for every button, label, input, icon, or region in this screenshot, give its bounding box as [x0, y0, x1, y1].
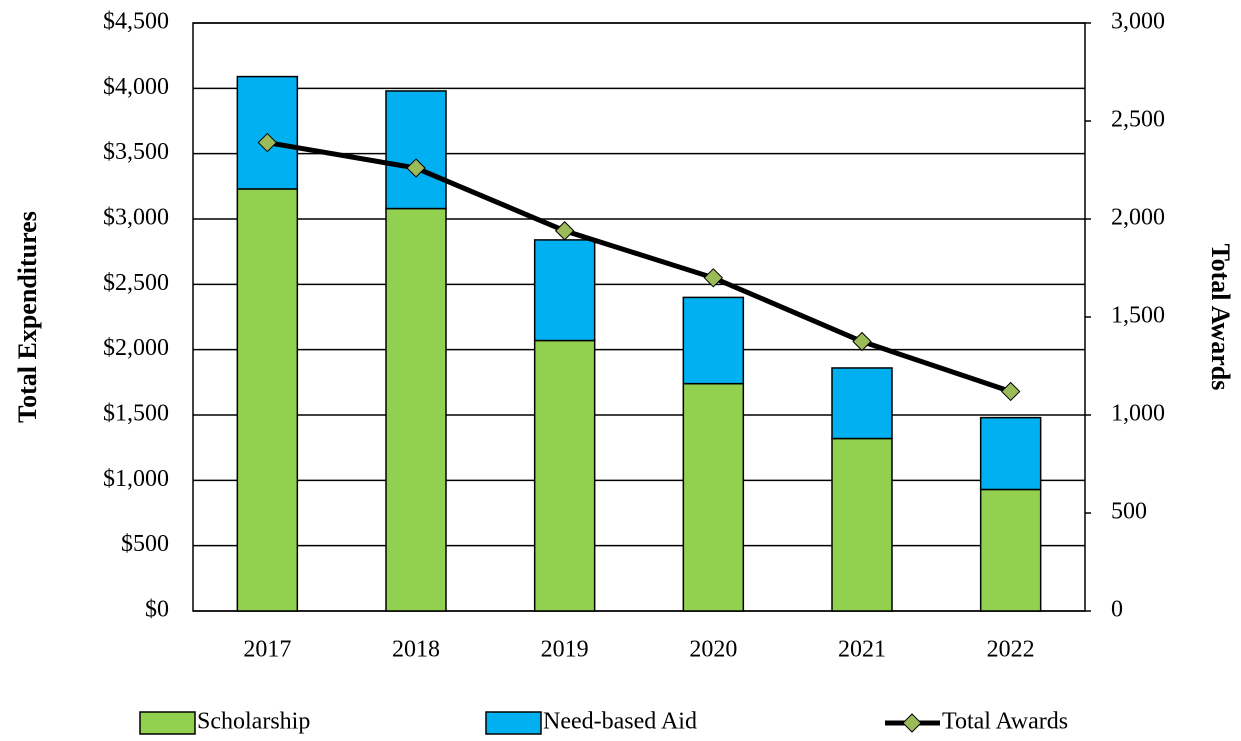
- y2-tick-label: 1,000: [1111, 401, 1165, 427]
- y2-tick-label: 3,000: [1111, 9, 1165, 35]
- y-tick-label: $2,500: [103, 270, 169, 296]
- y-tick-label: $3,000: [103, 205, 169, 231]
- line: [266, 140, 1012, 394]
- marker: [852, 331, 872, 352]
- legend-swatch: [139, 711, 196, 735]
- y-axis-title: Total Expenditures: [13, 211, 42, 423]
- x-tick-label: 2021: [838, 637, 886, 663]
- marker: [257, 132, 278, 153]
- legend-label: Total Awards: [942, 709, 1068, 735]
- bar: [236, 188, 299, 612]
- x-tick-label: 2020: [689, 637, 737, 663]
- marker: [554, 221, 575, 241]
- y2-tick-label: 500: [1111, 499, 1147, 525]
- legend-swatch: [485, 711, 542, 735]
- plot-border: [192, 22, 1086, 612]
- y2-tick-label: 1,500: [1111, 303, 1165, 329]
- y-tick-label: $4,000: [103, 74, 169, 100]
- y2-tick-label: 2,500: [1111, 107, 1165, 133]
- x-tick-label: 2018: [392, 637, 440, 663]
- y2-tick-label: 2,000: [1111, 205, 1165, 231]
- bar: [682, 296, 745, 385]
- y-tick-label: $2,000: [103, 335, 169, 361]
- y-tick-label: $0: [145, 597, 169, 623]
- legend-marker: [902, 713, 922, 733]
- legend-label: Need-based Aid: [543, 709, 697, 735]
- bar: [831, 437, 893, 612]
- bar: [831, 367, 893, 440]
- bar: [979, 488, 1042, 612]
- bar: [533, 239, 596, 342]
- bar: [979, 416, 1042, 491]
- bar: [385, 90, 447, 210]
- legend-label: Scholarship: [197, 709, 310, 735]
- x-tick-label: 2019: [541, 637, 589, 663]
- y-tick-label: $3,500: [103, 139, 169, 165]
- y-tick-label: $1,000: [103, 466, 169, 492]
- bar: [533, 339, 596, 612]
- y2-axis-title: Total Awards: [1206, 244, 1235, 391]
- bar: [385, 207, 447, 612]
- marker: [703, 268, 724, 288]
- x-tick-label: 2017: [243, 637, 291, 663]
- y-tick-label: $1,500: [103, 401, 169, 427]
- marker: [406, 158, 426, 178]
- y-tick-label: $500: [121, 531, 169, 557]
- marker: [1000, 381, 1021, 402]
- y-tick-label: $4,500: [103, 9, 169, 35]
- y2-tick-label: 0: [1111, 597, 1123, 623]
- x-tick-label: 2022: [987, 637, 1035, 663]
- bar: [682, 382, 745, 612]
- bar: [236, 75, 299, 190]
